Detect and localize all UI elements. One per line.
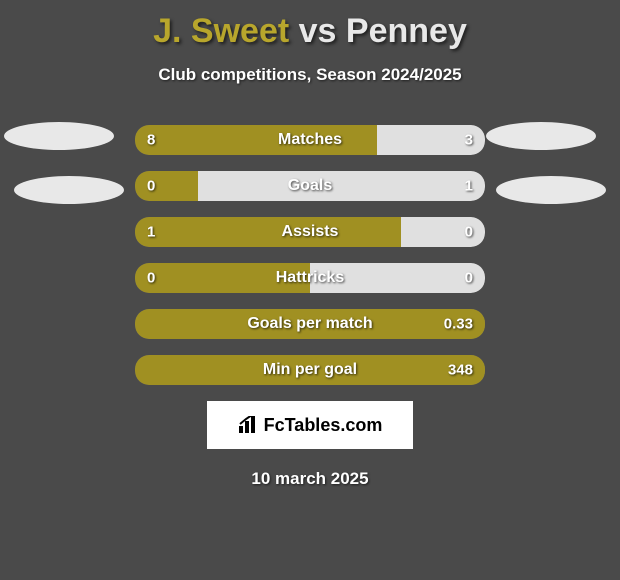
player1-name: J. Sweet <box>153 12 289 50</box>
stat-label: Goals <box>135 177 485 195</box>
player2-name: Penney <box>346 12 467 50</box>
stat-value-right: 3 <box>465 132 473 149</box>
stat-label: Assists <box>135 223 485 241</box>
stat-value-right: 0 <box>465 270 473 287</box>
stat-value-left: 0 <box>147 270 155 287</box>
stat-label: Goals per match <box>135 315 485 333</box>
logo: FcTables.com <box>238 415 383 436</box>
stat-value-left: 8 <box>147 132 155 149</box>
stat-value-left: 0 <box>147 178 155 195</box>
vs-text: vs <box>299 12 337 50</box>
date: 10 march 2025 <box>0 469 620 489</box>
stat-row: Min per goal348 <box>135 355 485 385</box>
logo-box: FcTables.com <box>207 401 413 449</box>
stat-row: Goals0 1 <box>135 171 485 201</box>
stat-row: Hattricks0 0 <box>135 263 485 293</box>
stat-value-right: 348 <box>448 362 473 379</box>
stat-value-left: 1 <box>147 224 155 241</box>
stat-label: Hattricks <box>135 269 485 287</box>
page-title: J. Sweet vs Penney <box>0 0 620 51</box>
stat-value-right: 1 <box>465 178 473 195</box>
stat-value-right: 0.33 <box>444 316 473 333</box>
logo-text: FcTables.com <box>264 415 383 436</box>
comparison-rows: Matches83Goals01Assists10Hattricks00Goal… <box>0 125 620 385</box>
stat-value-right: 0 <box>465 224 473 241</box>
subtitle: Club competitions, Season 2024/2025 <box>0 65 620 85</box>
stat-row: Goals per match0.33 <box>135 309 485 339</box>
chart-icon <box>238 416 260 434</box>
stat-label: Matches <box>135 131 485 149</box>
stat-row: Assists1 0 <box>135 217 485 247</box>
stat-row: Matches8 3 <box>135 125 485 155</box>
stat-label: Min per goal <box>135 361 485 379</box>
